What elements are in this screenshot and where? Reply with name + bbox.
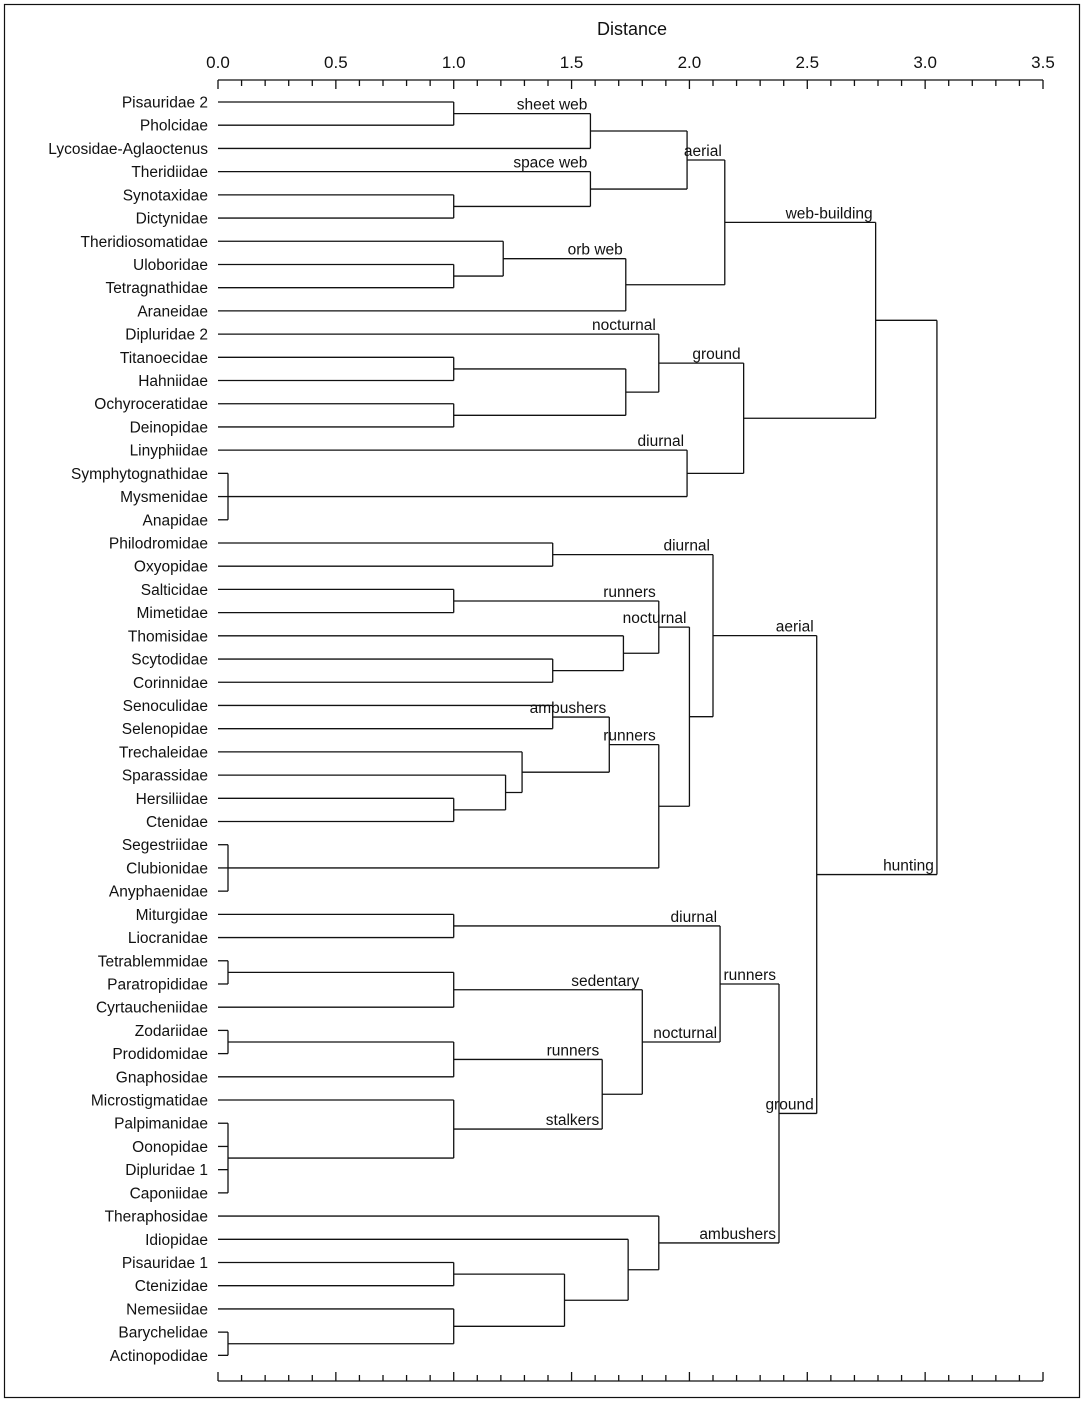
tick-label: 1.5 (560, 53, 584, 72)
node-label: runners (603, 728, 656, 745)
leaf-label: Oonopidae (132, 1139, 208, 1156)
leaf-label: Corinnidae (133, 675, 208, 692)
node-label: runners (547, 1042, 600, 1059)
leaf-label: Anapidae (142, 512, 208, 529)
node-label: space web (513, 155, 587, 172)
leaf-label: Mysmenidae (120, 489, 208, 506)
tick-label: 2.0 (678, 53, 702, 72)
leaf-label: Segestriidae (122, 837, 208, 854)
node-label: runners (603, 584, 656, 601)
leaf-label: Clubionidae (126, 860, 208, 877)
leaf-label: Philodromidae (109, 535, 208, 552)
leaf-label: Theridiosomatidae (80, 234, 208, 251)
leaf-label: Sparassidae (122, 768, 208, 785)
node-label: diurnal (663, 538, 710, 555)
leaf-label: Paratropididae (107, 976, 208, 993)
tick-label: 0.5 (324, 53, 348, 72)
tick-label: 3.0 (913, 53, 937, 72)
tick-label: 0.0 (206, 53, 230, 72)
leaf-label: Liocranidae (128, 930, 208, 947)
leaf-label: Pholcidae (140, 118, 208, 135)
axis-title: Distance (597, 19, 667, 39)
leaf-label: Salticidae (141, 582, 208, 599)
leaf-label: Dipluridae 1 (125, 1162, 208, 1179)
leaf-label: Caponiidae (130, 1185, 208, 1202)
node-label: ground (692, 346, 740, 363)
leaf-label: Anyphaenidae (109, 884, 208, 901)
leaf-label: Cyrtaucheniidae (96, 1000, 208, 1017)
leaf-label: Symphytognathidae (71, 466, 208, 483)
leaf-label: Gnaphosidae (116, 1069, 208, 1086)
leaf-label: Pisauridae 1 (122, 1255, 208, 1272)
tick-label: 1.0 (442, 53, 466, 72)
node-label: diurnal (671, 909, 718, 926)
node-label: sheet web (517, 97, 588, 114)
node-label: runners (723, 967, 776, 984)
leaf-label: Ctenidae (146, 814, 208, 831)
leaf-label: Selenopidae (122, 721, 208, 738)
leaf-label: Palpimanidae (114, 1116, 208, 1133)
node-label: aerial (684, 143, 722, 160)
leaf-label: Idiopidae (145, 1232, 208, 1249)
leaf-label: Barychelidae (118, 1325, 208, 1342)
leaf-label: Oxyopidae (134, 559, 208, 576)
node-label: aerial (776, 619, 814, 636)
leaf-labels: Pisauridae 2 Pholcidae Lycosidae-Aglaocten… (48, 95, 208, 1365)
leaf-label: Trechaleidae (119, 744, 208, 761)
leaf-label: Theraphosidae (105, 1209, 208, 1226)
node-label: ground (765, 1096, 813, 1113)
tree-branches (218, 101, 938, 1356)
leaf-label: Ctenizidae (135, 1278, 208, 1295)
node-label: ambushers (530, 700, 607, 717)
top-axis: 0.0 0.5 1.0 1.5 2.0 2.5 3.0 3.5 (206, 53, 1055, 89)
leaf-label: Uloboridae (133, 257, 208, 274)
leaf-label: Nemesiidae (126, 1301, 208, 1318)
node-labels: sheet web space web orb web aerial nocturnal… (513, 97, 934, 1243)
bottom-axis (217, 1372, 1044, 1382)
leaf-label: Synotaxidae (123, 187, 208, 204)
leaf-label: Dipluridae 2 (125, 327, 208, 344)
leaf-label: Ochyroceratidae (94, 396, 208, 413)
leaf-label: Zodariidae (135, 1023, 208, 1040)
leaf-label: Pisauridae 2 (122, 95, 208, 112)
leaf-label: Hersiliidae (136, 791, 208, 808)
leaf-label: Microstigmatidae (91, 1093, 208, 1110)
leaf-label: Miturgidae (136, 907, 208, 924)
leaf-label: Lycosidae-Aglaoctenus (48, 141, 208, 158)
leaf-label: Scytodidae (131, 652, 208, 669)
node-label: ambushers (699, 1226, 776, 1243)
leaf-label: Senoculidae (123, 698, 208, 715)
node-label: nocturnal (592, 317, 656, 334)
leaf-label: Araneidae (137, 303, 208, 320)
node-label: stalkers (546, 1112, 600, 1129)
leaf-label: Mimetidae (137, 605, 209, 622)
leaf-label: Tetragnathidae (105, 280, 208, 297)
node-label: web-building (785, 205, 873, 222)
leaf-label: Hahniidae (138, 373, 208, 390)
leaf-label: Deinopidae (130, 419, 208, 436)
leaf-label: Dictynidae (136, 211, 208, 228)
figure-border (3, 3, 1081, 1399)
leaf-label: Thomisidae (128, 628, 208, 645)
leaf-label: Prodidomidae (112, 1046, 208, 1063)
node-label: diurnal (638, 433, 685, 450)
leaf-label: Linyphiidae (130, 443, 208, 460)
node-label: hunting (883, 858, 934, 875)
leaf-label: Tetrablemmidae (98, 953, 208, 970)
node-label: nocturnal (653, 1025, 717, 1042)
tick-label: 2.5 (795, 53, 819, 72)
leaf-label: Actinopodidae (110, 1348, 208, 1365)
node-label: orb web (568, 242, 623, 259)
node-label: nocturnal (623, 610, 687, 627)
node-label: sedentary (571, 973, 639, 990)
tick-label: 3.5 (1031, 53, 1055, 72)
leaf-label: Titanoecidae (120, 350, 208, 367)
leaf-label: Theridiidae (131, 164, 208, 181)
